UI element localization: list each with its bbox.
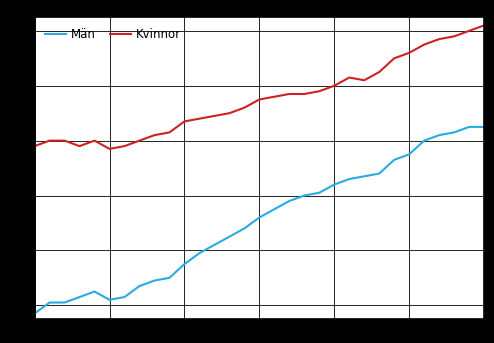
Män (136, 284, 142, 288)
Kvinnor (406, 51, 412, 55)
Kvinnor (346, 75, 352, 80)
Kvinnor (421, 43, 427, 47)
Män (181, 262, 187, 266)
Kvinnor (451, 34, 457, 38)
Kvinnor (46, 139, 52, 143)
Line: Män: Män (35, 127, 484, 314)
Män (271, 207, 277, 211)
Kvinnor (166, 130, 172, 134)
Kvinnor (226, 111, 232, 115)
Män (287, 199, 292, 203)
Kvinnor (152, 133, 158, 137)
Kvinnor (391, 56, 397, 60)
Män (46, 300, 52, 305)
Män (242, 226, 247, 230)
Kvinnor (481, 23, 487, 27)
Män (361, 174, 367, 178)
Kvinnor (256, 97, 262, 102)
Kvinnor (242, 106, 247, 110)
Män (166, 276, 172, 280)
Män (62, 300, 68, 305)
Män (316, 191, 322, 195)
Kvinnor (316, 89, 322, 93)
Män (256, 215, 262, 220)
Kvinnor (301, 92, 307, 96)
Män (466, 125, 472, 129)
Kvinnor (466, 29, 472, 33)
Kvinnor (287, 92, 292, 96)
Kvinnor (211, 114, 217, 118)
Män (226, 235, 232, 239)
Kvinnor (197, 117, 203, 121)
Kvinnor (32, 144, 38, 148)
Kvinnor (107, 147, 113, 151)
Män (197, 251, 203, 255)
Män (107, 298, 113, 302)
Legend: Män, Kvinnor: Män, Kvinnor (41, 23, 186, 46)
Män (32, 311, 38, 316)
Kvinnor (62, 139, 68, 143)
Män (436, 133, 442, 137)
Män (331, 182, 337, 187)
Kvinnor (91, 139, 97, 143)
Män (406, 152, 412, 156)
Män (152, 279, 158, 283)
Kvinnor (122, 144, 127, 148)
Män (391, 158, 397, 162)
Kvinnor (271, 95, 277, 99)
Män (301, 193, 307, 198)
Män (91, 289, 97, 294)
Män (122, 295, 127, 299)
Män (211, 243, 217, 247)
Line: Kvinnor: Kvinnor (35, 25, 484, 149)
Kvinnor (331, 84, 337, 88)
Kvinnor (77, 144, 82, 148)
Män (346, 177, 352, 181)
Kvinnor (361, 78, 367, 82)
Män (421, 139, 427, 143)
Män (376, 172, 382, 176)
Kvinnor (136, 139, 142, 143)
Kvinnor (376, 70, 382, 74)
Kvinnor (181, 119, 187, 123)
Män (481, 125, 487, 129)
Kvinnor (436, 37, 442, 41)
Män (451, 130, 457, 134)
Män (77, 295, 82, 299)
